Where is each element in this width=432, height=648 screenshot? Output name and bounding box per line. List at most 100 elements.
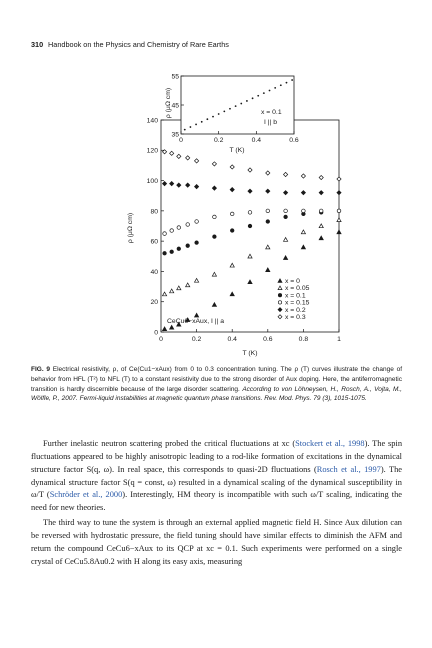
data-point — [300, 190, 306, 196]
data-point — [211, 185, 217, 191]
inset-y-tick-label: 55 — [171, 73, 179, 80]
data-point — [185, 282, 191, 288]
legend-marker — [277, 314, 283, 320]
inset-y-tick-label: 35 — [171, 131, 179, 138]
data-point — [211, 301, 218, 307]
data-point — [194, 240, 199, 245]
inset-data-point — [200, 120, 203, 123]
data-point — [301, 208, 306, 213]
data-point — [193, 277, 200, 283]
legend-entry: x = 0 — [285, 278, 300, 285]
data-point — [300, 229, 307, 235]
data-point — [176, 246, 181, 251]
legend-entry: x = 0.2 — [285, 307, 306, 314]
data-point — [161, 181, 168, 187]
citation-link[interactable]: Stockert et al., 1998 — [295, 439, 365, 448]
data-point — [194, 184, 200, 190]
data-point — [300, 244, 307, 250]
inset-data-point — [183, 128, 186, 131]
legend-marker — [277, 300, 283, 305]
inset-data-point — [212, 115, 214, 118]
inset-data-point — [240, 102, 243, 105]
data-point — [161, 326, 168, 332]
data-point — [169, 249, 174, 254]
data-point — [318, 223, 324, 229]
series-1 — [161, 217, 342, 297]
data-point — [265, 219, 270, 224]
data-point — [230, 211, 235, 217]
data-point — [168, 288, 175, 294]
data-point — [319, 208, 324, 213]
data-point — [282, 236, 289, 242]
legend-entry: x = 0.3 — [285, 314, 306, 321]
series-0 — [161, 229, 342, 332]
inset-x-tick-label: 0.4 — [252, 137, 262, 144]
caption-text: Electrical resistivity, ρ, of Ce(Cu1−xAu… — [31, 366, 403, 393]
inset-x-tick-label: 0.2 — [214, 137, 224, 144]
data-point — [169, 150, 175, 156]
data-point — [176, 285, 182, 291]
data-point — [265, 208, 270, 213]
data-point — [283, 214, 288, 220]
data-point — [229, 291, 235, 297]
legend-marker — [277, 293, 283, 298]
data-point — [211, 271, 218, 277]
data-point — [265, 244, 271, 250]
data-point — [318, 235, 324, 241]
body-text-run: ). The dynamical structure factor S(q = … — [31, 464, 402, 500]
data-point — [336, 208, 342, 213]
data-point — [229, 262, 235, 268]
paragraph-field-tuning: The third way to tune the system is thro… — [31, 517, 402, 568]
x-tick-label: 0.8 — [299, 336, 309, 343]
main-x-axis-label: T (K) — [243, 350, 258, 357]
x-tick-label: 0 — [159, 336, 163, 343]
data-point — [336, 190, 342, 196]
data-point — [185, 222, 190, 227]
inset-data-point — [189, 126, 192, 128]
data-point — [247, 188, 253, 194]
legend: x = 0x = 0.05x = 0.1x = 0.15x = 0.2x = 0… — [277, 278, 310, 321]
data-point — [161, 149, 168, 155]
x-tick-label: 0.4 — [227, 336, 237, 343]
y-tick-label: 60 — [150, 239, 158, 246]
figure-caption: FIG. 9 Electrical resistivity, ρ, of Ce(… — [31, 365, 402, 404]
figure-label: FIG. 9 — [31, 366, 50, 373]
data-point — [161, 291, 168, 297]
body-text-run: The third way to tune the system is thro… — [31, 518, 402, 566]
inset-data-point — [279, 84, 282, 87]
data-point — [265, 267, 271, 272]
book-title: Handbook on the Physics and Chemistry of… — [48, 40, 229, 49]
paragraph-neutron-scattering: Further inelastic neutron scattering pro… — [31, 438, 402, 515]
inset-x-tick-label: 0.6 — [289, 137, 299, 144]
y-tick-label: 20 — [150, 299, 158, 306]
data-point — [176, 153, 182, 159]
legend-marker — [277, 307, 283, 313]
body-text-run: ). Interestingly, HM theory is incompati… — [31, 490, 402, 513]
inset-data-point — [217, 113, 220, 115]
data-point — [336, 217, 342, 222]
legend-marker — [277, 278, 283, 283]
inset-data-point — [223, 110, 226, 113]
inset-data-point — [195, 123, 197, 126]
data-point — [185, 243, 190, 248]
running-header: 310 Handbook on the Physics and Chemistr… — [31, 40, 229, 49]
citation-link[interactable]: Schröder et al., 2000 — [49, 490, 123, 500]
data-point — [185, 182, 191, 188]
citation-link[interactable]: Rosch et al., 1997 — [316, 464, 381, 474]
data-point — [212, 234, 217, 239]
inset-plot-frame — [180, 75, 295, 135]
series-3 — [162, 208, 342, 236]
data-point — [162, 251, 167, 256]
data-point — [185, 317, 191, 322]
y-tick-label: 40 — [150, 269, 158, 276]
y-tick-label: 80 — [150, 208, 158, 215]
legend-marker — [277, 285, 283, 290]
inset-annotation-composition: x = 0.1 — [261, 109, 282, 116]
series-2 — [162, 208, 342, 256]
inset-annotation-current: I || b — [264, 119, 277, 126]
data-point — [169, 228, 174, 233]
inset-data-point — [285, 81, 288, 84]
y-tick-label: 100 — [147, 178, 159, 185]
body-text-run: ). The spin fluctuations appeared to be … — [31, 439, 403, 474]
x-tick-label: 0.2 — [192, 336, 202, 343]
